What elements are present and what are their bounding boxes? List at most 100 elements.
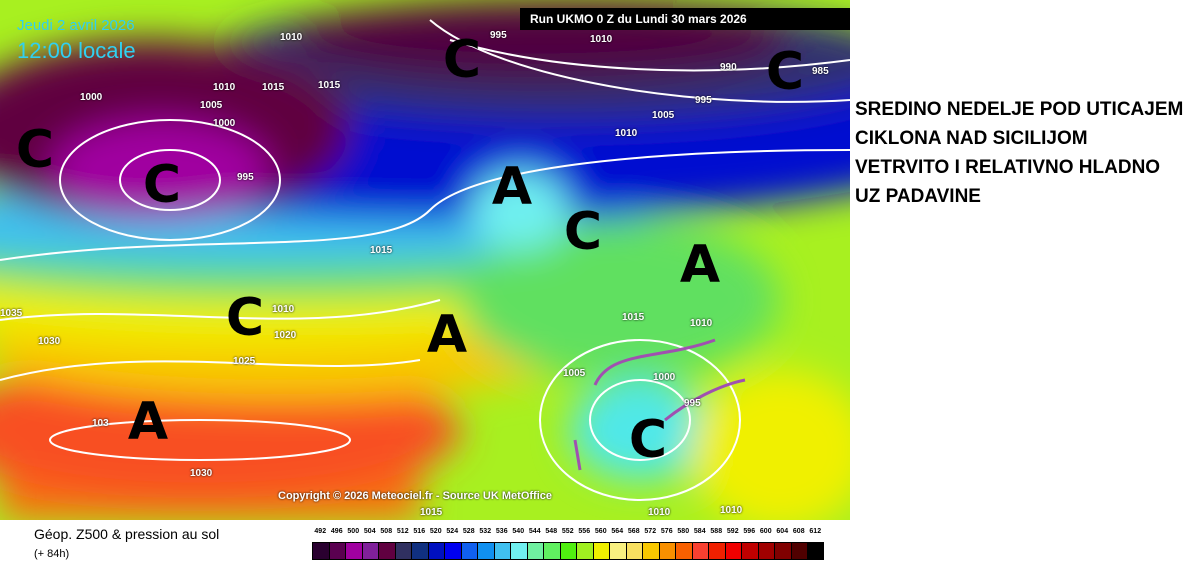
scale-label: 504 <box>363 528 376 535</box>
isobar-label: 1020 <box>274 330 297 341</box>
scale-step: 584 <box>691 528 708 560</box>
scale-step: 604 <box>774 528 791 560</box>
scale-swatch <box>444 542 461 560</box>
high-pressure-marker: A <box>491 157 533 217</box>
isobar-label: 1035 <box>0 308 23 319</box>
scale-label: 512 <box>396 528 409 535</box>
scale-step: 580 <box>675 528 692 560</box>
scale-step: 548 <box>543 528 560 560</box>
scale-swatch <box>658 542 675 560</box>
scale-swatch <box>625 542 642 560</box>
scale-label: 536 <box>495 528 508 535</box>
scale-swatch <box>526 542 543 560</box>
scale-label: 544 <box>528 528 541 535</box>
isobar-label: 990 <box>720 62 737 73</box>
scale-label: 612 <box>809 528 822 535</box>
isobar-label: 1005 <box>563 368 586 379</box>
scale-step: 572 <box>642 528 659 560</box>
scale-swatch <box>609 542 626 560</box>
copyright: Copyright © 2026 Meteociel.fr - Source U… <box>278 490 552 502</box>
low-pressure-marker: C <box>225 288 265 348</box>
low-pressure-marker: C <box>765 42 805 102</box>
scale-step: 564 <box>609 528 626 560</box>
scale-swatch <box>559 542 576 560</box>
scale-step: 516 <box>411 528 428 560</box>
scale-label: 568 <box>627 528 640 535</box>
scale-label: 564 <box>611 528 624 535</box>
isobar-label: 1000 <box>213 118 236 129</box>
scale-label: 572 <box>644 528 657 535</box>
isobar-label: 1010 <box>720 505 743 516</box>
isobar-label: 995 <box>695 95 712 106</box>
isobar-label: 1010 <box>648 507 671 518</box>
scale-step: 560 <box>592 528 609 560</box>
scale-step: 608 <box>790 528 807 560</box>
scale-label: 560 <box>594 528 607 535</box>
scale-label: 528 <box>462 528 475 535</box>
isobar-label: 103 <box>92 418 109 429</box>
annotation-text: SREDINO NEDELJE POD UTICAJEM CIKLONA NAD… <box>855 99 1184 207</box>
scale-label: 588 <box>710 528 723 535</box>
isobar-label: 1015 <box>622 312 645 323</box>
forecast-date: Jeudi 2 avril 2026 <box>17 17 135 34</box>
isobar-label: 995 <box>684 398 701 409</box>
scale-step: 512 <box>394 528 411 560</box>
geopotential-field <box>0 0 850 520</box>
scale-step: 540 <box>510 528 527 560</box>
isobar-label: 1030 <box>190 468 213 479</box>
scale-swatch <box>543 542 560 560</box>
scale-swatch <box>576 542 593 560</box>
model-run-label: Run UKMO 0 Z du Lundi 30 mars 2026 <box>520 8 850 30</box>
scale-swatch <box>592 542 609 560</box>
scale-step: 504 <box>361 528 378 560</box>
scale-label: 600 <box>759 528 772 535</box>
scale-step: 536 <box>493 528 510 560</box>
scale-label: 608 <box>792 528 805 535</box>
isobar-label: 1000 <box>653 372 676 383</box>
scale-label: 508 <box>380 528 393 535</box>
low-pressure-marker: C <box>628 410 668 470</box>
scale-swatch <box>378 542 395 560</box>
isobar-label: 1010 <box>690 318 713 329</box>
high-pressure-marker: A <box>127 392 169 452</box>
scale-label: 556 <box>578 528 591 535</box>
forecast-time: 12:00 locale <box>17 38 136 63</box>
weather-map: Jeudi 2 avril 2026 12:00 locale Run UKMO… <box>0 0 850 520</box>
isobar-label: 1015 <box>262 82 285 93</box>
scale-label: 576 <box>660 528 673 535</box>
forecast-lead: (+ 84h) <box>34 548 70 560</box>
scale-label: 524 <box>446 528 459 535</box>
isobar-label: 1010 <box>280 32 303 43</box>
scale-swatch <box>427 542 444 560</box>
color-scale: 492 496 500 504 508 512 516 520 524 528 532 536 540 5… <box>312 528 824 560</box>
legend-title: Géop. Z500 & pression au sol <box>34 526 220 542</box>
scale-label: 596 <box>743 528 756 535</box>
isobar-label: 1005 <box>200 100 223 111</box>
scale-swatch <box>642 542 659 560</box>
scale-step: 528 <box>460 528 477 560</box>
scale-label: 580 <box>677 528 690 535</box>
scale-step: 500 <box>345 528 362 560</box>
isobar-label: 1010 <box>272 304 295 315</box>
scale-swatch <box>724 542 741 560</box>
high-pressure-marker: A <box>426 305 468 365</box>
low-pressure-marker: C <box>563 202 603 262</box>
scale-step: 544 <box>526 528 543 560</box>
scale-label: 496 <box>330 528 343 535</box>
scale-step: 552 <box>559 528 576 560</box>
isobar-label: 1000 <box>80 92 103 103</box>
scale-swatch <box>510 542 527 560</box>
scale-swatch <box>361 542 378 560</box>
scale-step: 492 <box>312 528 329 560</box>
high-pressure-marker: A <box>679 235 721 295</box>
scale-label: 516 <box>413 528 426 535</box>
scale-label: 604 <box>776 528 789 535</box>
scale-label: 492 <box>314 528 327 535</box>
isobar-label: 1015 <box>420 507 443 518</box>
isobar-label: 1025 <box>233 356 256 367</box>
scale-step: 596 <box>741 528 758 560</box>
scale-swatch <box>790 542 807 560</box>
scale-step: 592 <box>724 528 741 560</box>
low-pressure-marker: C <box>142 155 182 215</box>
scale-swatch <box>708 542 725 560</box>
